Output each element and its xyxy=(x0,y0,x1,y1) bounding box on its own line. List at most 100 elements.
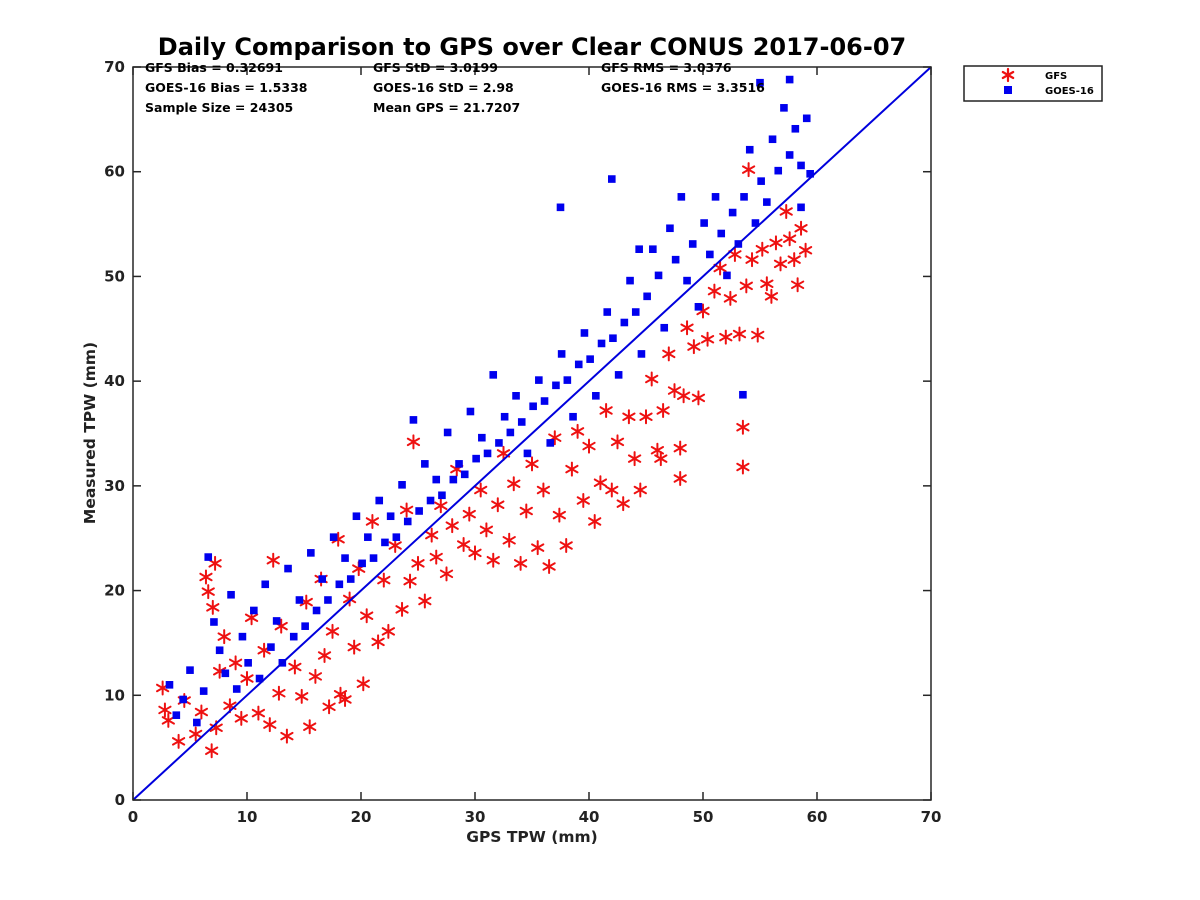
goes-16-point xyxy=(608,175,616,183)
goes-16-point xyxy=(172,711,181,719)
gfs-point xyxy=(536,482,551,498)
goes-16-point xyxy=(529,402,537,411)
gfs-point xyxy=(616,496,630,512)
y-tick-label: 40 xyxy=(104,372,125,390)
goes-16-point xyxy=(523,449,532,458)
goes-16-point xyxy=(768,135,777,144)
gfs-point xyxy=(542,558,556,574)
goes-16-point xyxy=(227,590,235,599)
goes-16-point xyxy=(369,554,378,562)
gfs-point xyxy=(622,409,636,425)
goes-16-point xyxy=(517,418,526,426)
goes-16-point xyxy=(620,318,629,327)
stat-gfs-rms: GFS RMS = 3.0376 xyxy=(601,60,732,75)
x-axis-label: GPS TPW (mm) xyxy=(466,828,598,846)
goes-16-point xyxy=(649,245,657,254)
gfs-point xyxy=(764,288,779,304)
goes-16-point xyxy=(403,517,412,526)
gfs-point xyxy=(582,438,596,454)
gfs-point xyxy=(486,552,500,568)
x-tick-label: 60 xyxy=(807,808,828,826)
gfs-point xyxy=(381,623,395,639)
goes-16-point xyxy=(756,78,764,87)
goes-16-point xyxy=(261,580,270,589)
gfs-point xyxy=(206,599,220,615)
goes-16-point xyxy=(295,596,304,604)
gfs-point xyxy=(700,331,715,347)
gfs-point xyxy=(468,545,482,561)
gfs-point xyxy=(201,584,215,600)
goes-16-point xyxy=(552,381,560,390)
goes-16-point xyxy=(643,292,651,301)
gfs-point xyxy=(399,502,414,518)
gfs-point xyxy=(365,513,380,529)
gfs-point xyxy=(673,440,687,456)
legend: GFS GOES-16 xyxy=(963,65,1103,102)
gfs-point xyxy=(593,475,608,491)
goes-16-point xyxy=(740,193,748,201)
gfs-point xyxy=(325,623,340,639)
gfs-point xyxy=(403,573,417,589)
gfs-point xyxy=(240,671,254,687)
goes-16-point xyxy=(592,392,600,400)
gfs-point xyxy=(322,699,336,715)
goes-16-point xyxy=(546,439,555,447)
goes-16-point xyxy=(785,151,794,159)
gfs-point xyxy=(751,327,765,343)
gfs-point xyxy=(798,242,813,258)
y-tick-label: 0 xyxy=(115,791,125,809)
gfs-point xyxy=(570,423,585,439)
gfs-point xyxy=(425,527,439,543)
y-tick-label: 60 xyxy=(104,163,125,181)
goes-16-point xyxy=(728,208,737,217)
gfs-point xyxy=(439,566,454,582)
gfs-point xyxy=(377,572,391,588)
goes-16-point xyxy=(569,412,577,421)
gfs-point xyxy=(171,733,186,749)
gfs-point xyxy=(779,204,793,220)
gfs-point xyxy=(272,685,286,701)
goes-16-point xyxy=(381,538,389,547)
goes-16-point xyxy=(204,553,213,561)
goes-16-point xyxy=(392,533,401,541)
gfs-point xyxy=(507,476,521,492)
goes-16-point xyxy=(683,276,691,285)
goes-16-point xyxy=(443,428,452,437)
goes-16-point xyxy=(186,666,194,674)
x-tick-label: 0 xyxy=(128,808,138,826)
goes-16-point xyxy=(586,355,594,363)
goes-16-point xyxy=(700,219,708,227)
gfs-point xyxy=(317,647,332,663)
gfs-point xyxy=(559,538,573,554)
gfs-point xyxy=(691,390,706,406)
goes-16-point xyxy=(432,475,441,484)
x-tick-label: 30 xyxy=(465,808,486,826)
gfs-point xyxy=(610,434,625,450)
plot-frame xyxy=(132,66,932,801)
gfs-point xyxy=(736,459,750,475)
gfs-point xyxy=(627,451,642,467)
gfs-point xyxy=(338,691,352,707)
gfs-point xyxy=(418,593,432,609)
gfs-point xyxy=(371,634,385,650)
goes-16-point xyxy=(688,240,697,248)
gfs-point xyxy=(769,235,783,251)
gfs-point xyxy=(189,726,203,742)
points-layer xyxy=(156,75,814,759)
gfs-point xyxy=(654,451,668,467)
goes-16-point xyxy=(535,376,543,384)
gfs-point xyxy=(205,743,219,759)
gfs-point xyxy=(687,339,701,355)
gfs-point xyxy=(228,655,243,671)
goes-16-point xyxy=(637,350,646,358)
gfs-point xyxy=(474,482,488,498)
goes-16-point xyxy=(495,439,503,447)
x-tick-label: 70 xyxy=(921,808,942,826)
goes-16-point xyxy=(318,575,327,583)
gfs-point xyxy=(347,639,361,655)
gfs-point xyxy=(639,409,653,425)
gfs-point xyxy=(217,629,231,645)
goes-16-point xyxy=(221,669,230,678)
